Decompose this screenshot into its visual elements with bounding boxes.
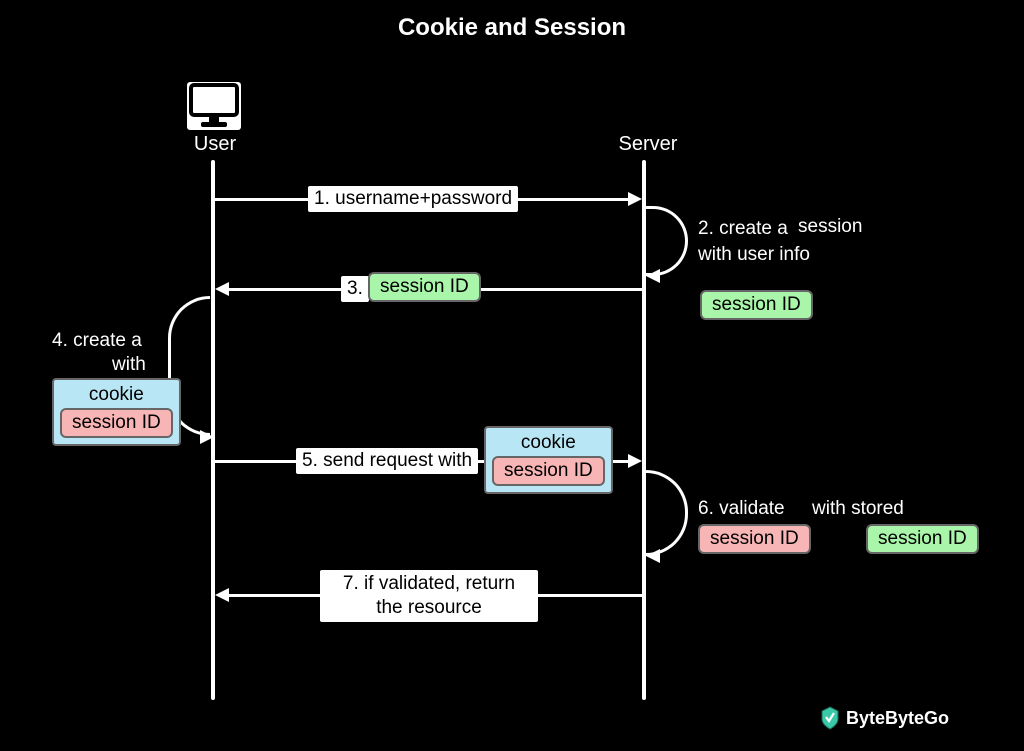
arrow-7-head bbox=[215, 588, 229, 602]
msg-7-line2: the resource bbox=[376, 597, 482, 618]
cookie-box-step4: cookie session ID bbox=[52, 378, 181, 446]
step-6-line1: 6. validate bbox=[698, 498, 785, 520]
brand-icon bbox=[820, 706, 840, 735]
server-arc-step2 bbox=[646, 206, 688, 276]
step-2-line2: with user info bbox=[698, 244, 810, 266]
msg-3-prefix: 3. bbox=[341, 276, 369, 302]
diagram-title: Cookie and Session bbox=[398, 14, 626, 42]
arrow-5-head bbox=[628, 454, 642, 468]
msg-7-line1: 7. if validated, return bbox=[343, 573, 515, 594]
step-2-line1: 2. create a bbox=[698, 218, 788, 240]
session-id-badge-pink-1: session ID bbox=[60, 408, 173, 438]
step6-session-green: session ID bbox=[866, 524, 979, 554]
step2-session-label: session bbox=[798, 216, 862, 238]
server-arc-step6 bbox=[646, 470, 688, 556]
msg-3-session-badge: session ID bbox=[368, 272, 481, 302]
cookie-label-1: cookie bbox=[60, 384, 173, 408]
cookie-label-2: cookie bbox=[492, 432, 605, 456]
session-id-badge-green-2: session ID bbox=[700, 290, 813, 320]
session-id-badge-green-1: session ID bbox=[368, 272, 481, 302]
brand-text: ByteByteGo bbox=[846, 708, 949, 729]
arrow-3-head bbox=[215, 282, 229, 296]
user-arc-step4-head bbox=[200, 430, 214, 444]
arrow-1-head bbox=[628, 192, 642, 206]
server-arc-step2-head bbox=[646, 269, 660, 283]
msg-5-prefix: 5. send request with bbox=[296, 448, 478, 474]
step-4-line2: with bbox=[112, 354, 146, 376]
actor-user-label: User bbox=[190, 133, 240, 156]
session-id-badge-green-3: session ID bbox=[866, 524, 979, 554]
session-id-badge-pink-2: session ID bbox=[492, 456, 605, 486]
monitor-icon bbox=[187, 82, 241, 130]
msg-1: 1. username+password bbox=[308, 186, 518, 212]
step-6-line2: with stored bbox=[812, 498, 904, 520]
session-id-badge-pink-3: session ID bbox=[698, 524, 811, 554]
msg-7: 7. if validated, return the resource bbox=[320, 570, 538, 622]
actor-server-label: Server bbox=[613, 133, 683, 156]
step-4-line1: 4. create a bbox=[52, 330, 142, 352]
cookie-box-msg5: cookie session ID bbox=[484, 426, 613, 494]
server-arc-step6-head bbox=[646, 549, 660, 563]
step6-session-pink: session ID bbox=[698, 524, 811, 554]
step2-session-id-badge: session ID bbox=[700, 290, 813, 320]
